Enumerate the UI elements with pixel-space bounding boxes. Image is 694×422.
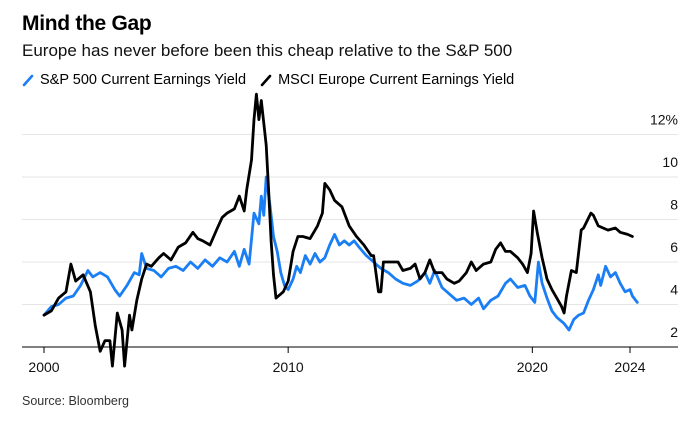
legend-label-msci: MSCI Europe Current Earnings Yield [278, 72, 515, 88]
series-lines [42, 92, 639, 368]
legend-item-sp500: S&P 500 Current Earnings Yield [22, 72, 246, 88]
chart-subtitle: Europe has never before been this cheap … [22, 41, 513, 60]
y-tick-label: 6 [670, 239, 678, 255]
legend-swatch-sp500-icon [22, 74, 34, 87]
x-axis: 2000 2010 2020 2024 [22, 346, 678, 375]
y-tick-label: 8 [670, 197, 678, 213]
y-axis-labels: 2 4 6 8 10 12% [650, 112, 678, 341]
legend: S&P 500 Current Earnings Yield MSCI Euro… [22, 72, 514, 88]
x-tick-label: 2024 [614, 359, 645, 375]
x-tick-label: 2010 [273, 359, 304, 375]
legend-label-sp500: S&P 500 Current Earnings Yield [40, 72, 247, 88]
legend-item-msci: MSCI Europe Current Earnings Yield [260, 72, 514, 88]
y-tick-label: 4 [670, 282, 678, 298]
gridlines [22, 134, 678, 305]
series-line-msci [42, 92, 634, 368]
source-note: Source: Bloomberg [22, 394, 130, 408]
y-tick-label: 12% [650, 112, 678, 128]
chart-title: Mind the Gap [22, 12, 152, 35]
legend-swatch-msci-icon [260, 74, 272, 87]
x-tick-label: 2000 [28, 359, 59, 375]
y-tick-label: 10 [662, 154, 678, 170]
y-tick-label: 2 [670, 324, 678, 340]
x-tick-label: 2020 [517, 359, 548, 375]
series-line-sp500 [42, 175, 639, 332]
